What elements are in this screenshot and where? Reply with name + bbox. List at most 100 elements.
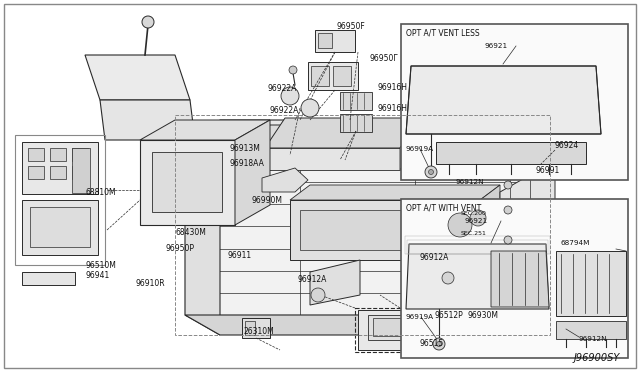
Circle shape — [504, 236, 512, 244]
Text: 96950F: 96950F — [337, 22, 365, 31]
Text: 96991: 96991 — [536, 166, 560, 174]
Text: 96921: 96921 — [484, 43, 508, 49]
Bar — [72, 148, 88, 161]
Polygon shape — [480, 185, 500, 260]
Circle shape — [448, 213, 472, 237]
Bar — [318, 33, 332, 48]
Circle shape — [311, 288, 325, 302]
Text: 96950Γ: 96950Γ — [370, 54, 399, 62]
Polygon shape — [530, 148, 580, 170]
Text: 96912N: 96912N — [456, 179, 484, 185]
Text: 96916H: 96916H — [378, 103, 408, 112]
Polygon shape — [368, 315, 415, 340]
Bar — [340, 114, 372, 132]
Bar — [28, 148, 44, 161]
Text: 96510M: 96510M — [85, 260, 116, 269]
Polygon shape — [185, 120, 560, 160]
Polygon shape — [358, 310, 430, 350]
Text: 96922A: 96922A — [270, 106, 300, 115]
Bar — [15, 135, 105, 265]
Circle shape — [425, 166, 437, 178]
Polygon shape — [265, 118, 420, 148]
Text: 26310M: 26310M — [244, 327, 275, 337]
Text: J96900SY: J96900SY — [573, 353, 620, 363]
Circle shape — [301, 99, 319, 117]
Text: 96916H: 96916H — [378, 83, 408, 92]
Bar — [436, 142, 586, 164]
Polygon shape — [265, 148, 400, 170]
Bar — [401, 199, 628, 358]
Text: 96918AA: 96918AA — [230, 158, 265, 167]
Text: 96950P: 96950P — [165, 244, 194, 253]
Polygon shape — [85, 55, 190, 100]
Polygon shape — [500, 175, 555, 260]
Bar — [308, 62, 358, 90]
Ellipse shape — [134, 70, 162, 90]
Bar — [242, 318, 270, 338]
Bar — [556, 321, 626, 339]
Bar — [22, 200, 98, 255]
Bar — [300, 210, 470, 250]
Bar — [340, 92, 372, 110]
Text: 96912N: 96912N — [579, 336, 607, 342]
Bar — [333, 66, 351, 86]
Text: 96930M: 96930M — [468, 311, 499, 321]
Bar — [50, 148, 66, 161]
Circle shape — [442, 272, 454, 284]
Polygon shape — [262, 168, 308, 192]
Bar — [556, 251, 626, 316]
Text: 96919A: 96919A — [406, 146, 434, 152]
Circle shape — [504, 181, 512, 189]
Bar — [450, 205, 498, 221]
Text: 96911: 96911 — [228, 250, 252, 260]
Bar — [72, 166, 88, 179]
Polygon shape — [22, 272, 75, 285]
Text: OPT A/T WITH VENT: OPT A/T WITH VENT — [406, 203, 481, 212]
Bar — [315, 30, 355, 52]
Polygon shape — [290, 200, 480, 260]
Polygon shape — [185, 140, 220, 335]
Text: 68430M: 68430M — [175, 228, 206, 237]
Polygon shape — [406, 244, 549, 309]
Bar — [245, 321, 255, 335]
Bar — [311, 66, 329, 86]
Bar — [50, 166, 66, 179]
Circle shape — [504, 206, 512, 214]
Bar — [175, 115, 550, 335]
Polygon shape — [185, 160, 530, 315]
Text: 68810M: 68810M — [85, 187, 116, 196]
Text: 96924: 96924 — [555, 141, 579, 150]
Polygon shape — [250, 125, 535, 155]
Text: 68794M: 68794M — [561, 240, 590, 246]
Circle shape — [433, 338, 445, 350]
Text: 96512P: 96512P — [435, 311, 464, 321]
Text: SEC.200: SEC.200 — [461, 211, 487, 215]
Polygon shape — [400, 118, 420, 170]
Polygon shape — [185, 315, 560, 335]
Bar — [450, 225, 498, 241]
Circle shape — [429, 170, 433, 174]
Text: 96912A: 96912A — [298, 276, 328, 285]
Polygon shape — [140, 140, 235, 225]
Circle shape — [436, 341, 442, 346]
Bar — [401, 24, 628, 180]
Text: 96921: 96921 — [465, 218, 488, 224]
Polygon shape — [100, 100, 195, 140]
Polygon shape — [440, 240, 510, 270]
Text: 96515: 96515 — [420, 340, 444, 349]
Text: 96910R: 96910R — [135, 279, 164, 288]
Text: 96913M: 96913M — [230, 144, 261, 153]
Text: 96941: 96941 — [85, 270, 109, 279]
Text: OPT A/T VENT LESS: OPT A/T VENT LESS — [406, 29, 479, 38]
Bar — [72, 148, 90, 193]
Text: 96912A: 96912A — [420, 253, 449, 262]
Circle shape — [470, 210, 486, 226]
Polygon shape — [235, 120, 270, 225]
Polygon shape — [310, 260, 360, 305]
Polygon shape — [491, 251, 549, 307]
Bar — [22, 142, 98, 194]
Polygon shape — [140, 120, 270, 140]
Bar — [152, 152, 222, 212]
Text: SEC.251: SEC.251 — [461, 231, 487, 235]
Bar — [30, 207, 90, 247]
